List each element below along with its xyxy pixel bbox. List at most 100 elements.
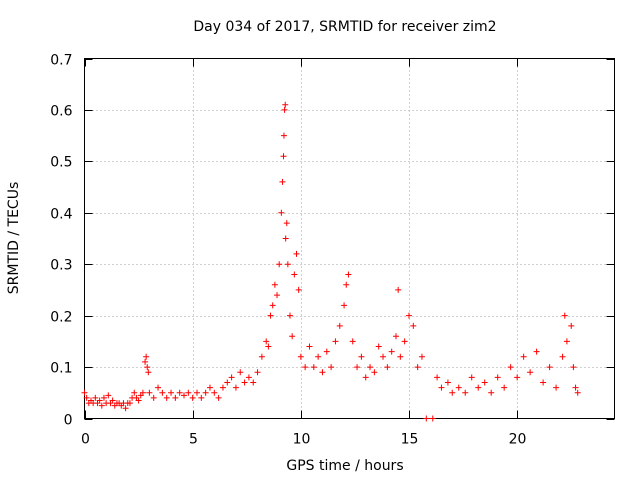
data-point (481, 379, 488, 386)
data-point (211, 389, 218, 396)
data-point (100, 394, 107, 401)
data-point (444, 379, 451, 386)
data-point (574, 389, 581, 396)
data-point (367, 364, 374, 371)
data-point (323, 348, 330, 355)
data-point (293, 250, 300, 257)
data-point (559, 353, 566, 360)
data-point (219, 384, 226, 391)
data-point (189, 394, 196, 401)
data-point (341, 302, 348, 309)
data-point (358, 353, 365, 360)
x-axis-label: GPS time / hours (286, 458, 403, 474)
data-point (263, 338, 270, 345)
data-point (150, 394, 157, 401)
data-point (245, 374, 252, 381)
data-point (258, 353, 265, 360)
y-tick-label: 0.3 (50, 258, 72, 274)
y-tick-label: 0.2 (50, 310, 72, 326)
data-point (371, 369, 378, 376)
data-point (224, 379, 231, 386)
data-point (315, 353, 322, 360)
data-point (241, 379, 248, 386)
y-tick-label: 0.6 (50, 104, 72, 120)
data-point (429, 415, 436, 422)
data-point (384, 364, 391, 371)
chart-title: Day 034 of 2017, SRMTID for receiver zim… (193, 19, 496, 35)
data-point (155, 384, 162, 391)
y-tick-label: 0.1 (50, 361, 72, 377)
x-tick-label: 5 (189, 432, 198, 448)
y-tick-label: 0 (64, 413, 73, 429)
axis-ticks: 0 0.1 0.2 0.3 0.4 0.5 0.6 0.7 0 5 10 15 20 (50, 53, 615, 448)
data-point (284, 261, 291, 268)
data-point (423, 415, 430, 422)
data-point (462, 389, 469, 396)
data-point (83, 394, 90, 401)
data-point (488, 389, 495, 396)
x-tick-label: 20 (509, 432, 527, 448)
data-point (507, 364, 514, 371)
data-point (228, 374, 235, 381)
data-point (393, 333, 400, 340)
data-point (168, 389, 175, 396)
data-point (279, 178, 286, 185)
data-point (343, 281, 350, 288)
data-point (306, 343, 313, 350)
data-point (281, 106, 288, 113)
data-point (143, 353, 150, 360)
y-tick-label: 0.4 (50, 207, 72, 223)
data-point (215, 394, 222, 401)
data-point (310, 364, 317, 371)
data-point (176, 389, 183, 396)
data-point (159, 389, 166, 396)
x-tick-label: 10 (293, 432, 311, 448)
data-point (81, 389, 88, 396)
data-point (410, 322, 417, 329)
data-point (163, 394, 170, 401)
data-point (109, 397, 116, 404)
data-point (297, 353, 304, 360)
y-tick-label: 0.7 (50, 53, 72, 69)
data-point (295, 286, 302, 293)
data-point (282, 101, 289, 108)
data-point (265, 343, 272, 350)
data-point (418, 353, 425, 360)
data-point (349, 338, 356, 345)
data-point (181, 392, 188, 399)
data-point (267, 312, 274, 319)
data-point (494, 374, 501, 381)
data-point (172, 394, 179, 401)
data-point (401, 338, 408, 345)
data-point (287, 312, 294, 319)
data-point (449, 389, 456, 396)
data-point (202, 389, 209, 396)
data-point (468, 374, 475, 381)
data-point (540, 379, 547, 386)
data-point (139, 389, 146, 396)
data-point (232, 384, 239, 391)
data-point (405, 312, 412, 319)
data-point (533, 348, 540, 355)
data-point (328, 364, 335, 371)
data-point (283, 220, 290, 227)
data-point (274, 292, 281, 299)
y-tick-label: 0.5 (50, 155, 72, 171)
data-points (81, 101, 581, 422)
data-point (291, 271, 298, 278)
data-point (514, 374, 521, 381)
data-point (142, 358, 149, 365)
data-point (332, 338, 339, 345)
data-point (145, 369, 152, 376)
data-point (375, 343, 382, 350)
data-point (319, 369, 326, 376)
data-point (135, 397, 142, 404)
data-point (362, 374, 369, 381)
x-tick-label: 15 (401, 432, 419, 448)
x-tick-label: 0 (81, 432, 90, 448)
y-axis-label: SRMTID / TECUs (6, 182, 22, 295)
data-point (237, 369, 244, 376)
data-point (563, 338, 570, 345)
data-point (131, 389, 138, 396)
